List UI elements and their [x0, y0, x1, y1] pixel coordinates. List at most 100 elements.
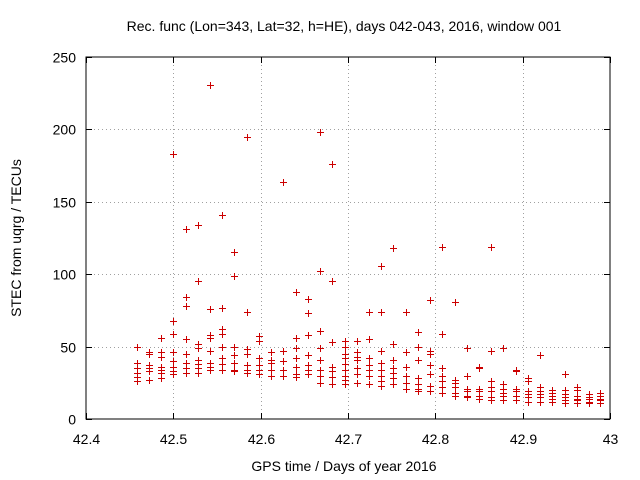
data-point: [317, 373, 324, 380]
data-point: [293, 335, 300, 342]
data-point: [317, 367, 324, 374]
data-point: [329, 161, 336, 168]
data-point: [293, 345, 300, 352]
data-point: [231, 352, 238, 359]
data-point: [488, 244, 495, 251]
data-point: [354, 365, 361, 372]
data-point: [415, 329, 422, 336]
data-point: [293, 364, 300, 371]
data-point: [439, 384, 446, 391]
data-point: [537, 399, 544, 406]
y-tick-label: 0: [68, 412, 76, 428]
data-point: [342, 344, 349, 351]
data-point: [427, 351, 434, 358]
data-point: [195, 222, 202, 229]
x-tick-label: 42.9: [510, 431, 537, 447]
data-point: [317, 380, 324, 387]
data-point: [464, 345, 471, 352]
data-point: [488, 348, 495, 355]
data-point: [562, 400, 569, 407]
x-tick-label: 43: [603, 431, 619, 447]
data-point: [366, 309, 373, 316]
data-point: [500, 345, 507, 352]
y-tick-label: 100: [53, 267, 77, 283]
x-tick-label: 42.6: [248, 431, 275, 447]
data-point: [256, 371, 263, 378]
data-point: [354, 371, 361, 378]
data-point: [354, 338, 361, 345]
data-point: [439, 365, 446, 372]
y-tick-label: 200: [53, 122, 77, 138]
data-point: [452, 393, 459, 400]
data-point: [305, 310, 312, 317]
data-point: [256, 338, 263, 345]
data-point: [390, 357, 397, 364]
data-point: [390, 381, 397, 388]
data-point: [183, 226, 190, 233]
data-point: [293, 374, 300, 381]
data-point: [439, 331, 446, 338]
data-point: [146, 368, 153, 375]
data-point: [342, 338, 349, 345]
data-point: [366, 367, 373, 374]
data-point: [329, 339, 336, 346]
data-point: [158, 375, 165, 382]
data-point: [366, 373, 373, 380]
data-point: [146, 377, 153, 384]
data-point: [244, 309, 251, 316]
data-point: [219, 331, 226, 338]
data-point: [305, 332, 312, 339]
data-point: [293, 289, 300, 296]
axis-ticks: 42.4 42.5 42.6 42.7 42.8 42.9 43 0 50 100 150 200 25…: [53, 50, 619, 448]
data-point: [403, 364, 410, 371]
data-point: [366, 355, 373, 362]
data-point: [488, 378, 495, 385]
data-points: [134, 82, 604, 407]
data-point: [195, 278, 202, 285]
data-point: [134, 344, 141, 351]
data-point: [452, 384, 459, 391]
data-point: [329, 381, 336, 388]
data-point: [170, 331, 177, 338]
data-point: [342, 381, 349, 388]
data-point: [305, 296, 312, 303]
data-point: [170, 151, 177, 158]
data-point: [439, 390, 446, 397]
data-point: [427, 388, 434, 395]
data-point: [244, 370, 251, 377]
data-point: [317, 357, 324, 364]
data-point: [403, 349, 410, 356]
data-point: [134, 378, 141, 385]
data-point: [268, 349, 275, 356]
data-point: [329, 278, 336, 285]
data-point: [231, 249, 238, 256]
x-tick-label: 42.8: [422, 431, 449, 447]
data-point: [427, 297, 434, 304]
data-point: [452, 299, 459, 306]
data-point: [574, 400, 581, 407]
data-point: [183, 336, 190, 343]
data-point: [427, 362, 434, 369]
data-point: [207, 367, 214, 374]
data-point: [378, 367, 385, 374]
data-point: [317, 328, 324, 335]
data-point: [280, 373, 287, 380]
data-point: [219, 355, 226, 362]
data-point: [231, 360, 238, 367]
data-point: [525, 378, 532, 385]
data-point: [342, 355, 349, 362]
data-point: [158, 354, 165, 361]
data-point: [390, 375, 397, 382]
data-point: [403, 373, 410, 380]
data-point: [537, 352, 544, 359]
data-point: [415, 375, 422, 382]
data-point: [146, 351, 153, 358]
data-point: [280, 348, 287, 355]
data-point: [293, 355, 300, 362]
data-point: [268, 367, 275, 374]
data-point: [390, 245, 397, 252]
data-point: [464, 394, 471, 401]
data-point: [500, 397, 507, 404]
data-point: [403, 380, 410, 387]
data-point: [219, 212, 226, 219]
